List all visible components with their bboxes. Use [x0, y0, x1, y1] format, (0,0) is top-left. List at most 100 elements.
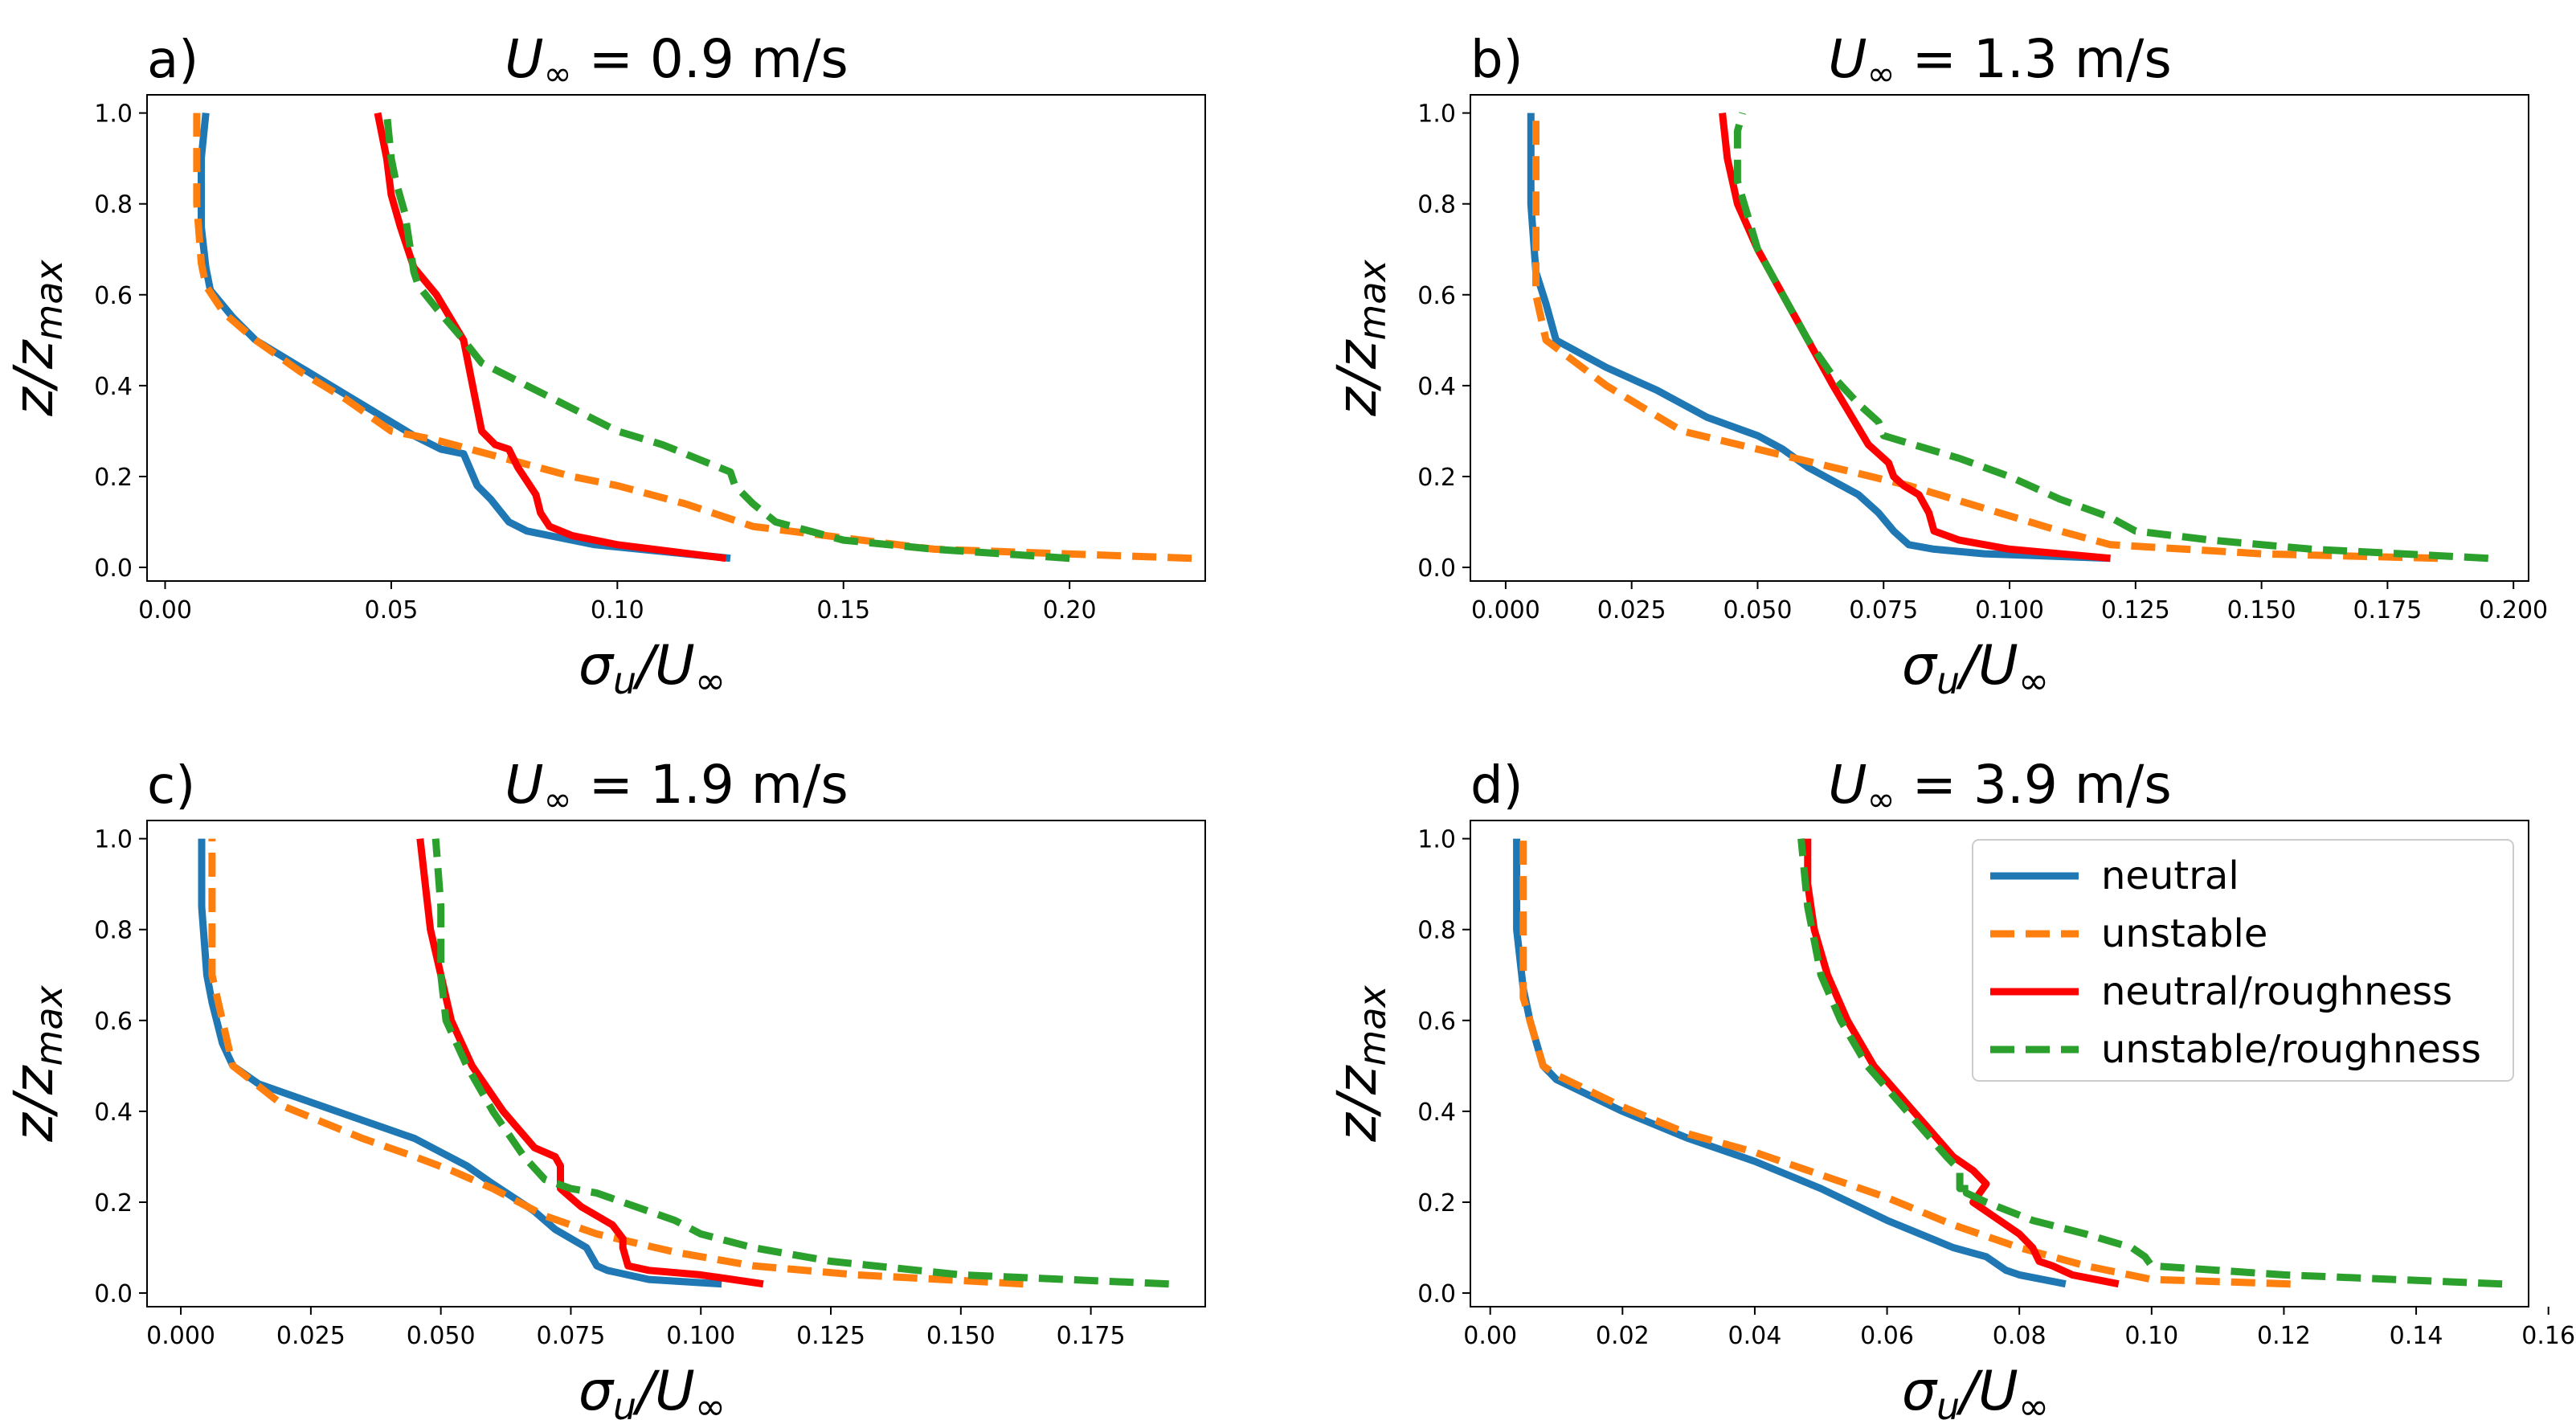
y-tick-label: 1.0 — [94, 826, 133, 854]
x-tick-label: 0.075 — [537, 1322, 606, 1350]
series-line-neutral — [1527, 113, 2111, 563]
x-tick-label: 0.10 — [591, 596, 644, 624]
series-line-neutral — [198, 838, 722, 1288]
x-tick-label: 0.06 — [1860, 1322, 1914, 1350]
y-tick-label: 0.6 — [1417, 1008, 1456, 1036]
legend-label: neutral — [2101, 853, 2239, 898]
y-tick-label: 0.6 — [94, 1008, 133, 1036]
x-tick-label: 0.20 — [1043, 596, 1097, 624]
y-axis-title: z/zmax — [2, 259, 71, 416]
plot-frame — [146, 94, 1206, 582]
x-tick-label: 0.000 — [146, 1322, 215, 1350]
x-tick-label: 0.125 — [796, 1322, 865, 1350]
x-tick-label: 0.100 — [666, 1322, 735, 1350]
panel-title: U∞ = 0.9 m/s — [505, 28, 848, 93]
series-line-neutral-roughness — [1804, 838, 2120, 1288]
x-tick-label: 0.08 — [1993, 1322, 2046, 1350]
series-line-unstable-roughness — [431, 838, 1169, 1288]
x-tick-label: 0.150 — [926, 1322, 996, 1350]
legend: neutral unstable neutral/roughness unstable… — [1972, 839, 2514, 1082]
x-tick-label: 0.04 — [1728, 1322, 1782, 1350]
x-tick-label: 0.175 — [2353, 596, 2422, 624]
series-line-unstable-roughness — [382, 113, 1070, 563]
panel-d: 0.00 0.02 0.04 0.06 0.08 0.10 0.12 0.14 0.16 0.0 0… — [1326, 754, 2575, 1420]
y-tick-label: 0.6 — [1417, 282, 1456, 310]
y-tick-label: 0.0 — [1417, 554, 1456, 583]
panel-title: U∞ = 3.9 m/s — [1828, 754, 2171, 819]
y-tick-label: 0.4 — [1417, 373, 1456, 401]
x-tick-label: 0.12 — [2257, 1322, 2311, 1350]
plot-frame — [1470, 820, 2529, 1307]
panel-c: 0.000 0.025 0.050 0.075 0.100 0.125 0.150 0.175… — [2, 754, 1206, 1420]
y-axis-title: z/zmax — [2, 984, 71, 1142]
x-tick-label: 0.02 — [1596, 1322, 1650, 1350]
plot-frame — [1470, 94, 2529, 582]
y-tick-label: 0.2 — [94, 1189, 133, 1217]
y-tick-label: 0.2 — [94, 464, 133, 492]
x-tick-label: 0.000 — [1471, 596, 1540, 624]
y-tick-label: 0.8 — [94, 191, 133, 219]
x-tick-label: 0.125 — [2101, 596, 2170, 624]
panel-title: U∞ = 1.3 m/s — [1828, 28, 2171, 93]
y-tick-label: 1.0 — [1417, 826, 1456, 854]
x-tick-label: 0.00 — [138, 596, 192, 624]
x-axis-title: σu/U∞ — [579, 634, 726, 702]
y-tick-label: 0.2 — [1417, 464, 1456, 492]
x-tick-label: 0.200 — [2479, 596, 2548, 624]
x-tick-label: 0.100 — [1975, 596, 2044, 624]
x-axis-title: σu/U∞ — [1902, 634, 2049, 702]
y-tick-label: 0.6 — [94, 282, 133, 310]
x-tick-label: 0.050 — [1723, 596, 1793, 624]
series-line-neutral-roughness — [416, 838, 764, 1288]
y-tick-label: 0.8 — [94, 917, 133, 945]
legend-label: unstable/roughness — [2101, 1027, 2481, 1072]
legend-label: unstable — [2101, 911, 2267, 956]
x-axis-title: σu/U∞ — [579, 1360, 726, 1420]
panel-label: b) — [1470, 31, 1523, 90]
y-axis-title: z/zmax — [1326, 259, 1394, 416]
y-tick-label: 0.4 — [1417, 1099, 1456, 1127]
y-tick-label: 1.0 — [1417, 100, 1456, 129]
series-line-unstable-roughness — [1797, 838, 2503, 1288]
y-axis-title: z/zmax — [1326, 984, 1394, 1142]
y-tick-label: 0.0 — [1417, 1280, 1456, 1308]
y-tick-label: 0.8 — [1417, 917, 1456, 945]
x-tick-label: 0.150 — [2227, 596, 2296, 624]
y-tick-label: 0.8 — [1417, 191, 1456, 219]
x-tick-label: 0.025 — [276, 1322, 346, 1350]
x-tick-label: 0.00 — [1463, 1322, 1517, 1350]
series-line-unstable-roughness — [1733, 112, 2489, 563]
x-tick-label: 0.16 — [2521, 1322, 2575, 1350]
series-line-unstable — [208, 838, 1024, 1288]
series-line-unstable — [1519, 838, 2291, 1288]
y-tick-label: 0.4 — [94, 373, 133, 401]
series-line-neutral-roughness — [374, 112, 726, 563]
panel-b: 0.000 0.025 0.050 0.075 0.100 0.125 0.150 0.175… — [1326, 28, 2548, 702]
x-axis-title: σu/U∞ — [1902, 1360, 2049, 1420]
panel-title: U∞ = 1.9 m/s — [505, 754, 848, 819]
y-tick-label: 1.0 — [94, 100, 133, 129]
x-tick-label: 0.10 — [2124, 1322, 2178, 1350]
panel-a: 0.00 0.05 0.10 0.15 0.20 0.0 0.2 0.4 0.6 0.8 1.0 a)… — [2, 28, 1206, 702]
y-tick-label: 0.2 — [1417, 1189, 1456, 1217]
y-tick-label: 0.4 — [94, 1099, 133, 1127]
plot-frame — [146, 820, 1206, 1307]
x-tick-label: 0.025 — [1597, 596, 1666, 624]
x-tick-label: 0.050 — [407, 1322, 476, 1350]
panel-label: d) — [1470, 756, 1523, 816]
x-tick-label: 0.075 — [1849, 596, 1918, 624]
series-line-unstable — [1532, 113, 2439, 563]
x-tick-label: 0.175 — [1057, 1322, 1126, 1350]
y-tick-label: 0.0 — [94, 1280, 133, 1308]
panel-label: c) — [147, 756, 195, 816]
x-tick-label: 0.05 — [365, 596, 419, 624]
legend-label: neutral/roughness — [2101, 969, 2452, 1014]
x-tick-label: 0.15 — [816, 596, 870, 624]
series-line-neutral-roughness — [1719, 113, 2111, 563]
panel-label: a) — [147, 31, 198, 90]
y-tick-label: 0.0 — [94, 554, 133, 583]
series-line-unstable — [193, 113, 1192, 563]
legend-box — [1972, 839, 2514, 1082]
x-tick-label: 0.14 — [2390, 1322, 2443, 1350]
